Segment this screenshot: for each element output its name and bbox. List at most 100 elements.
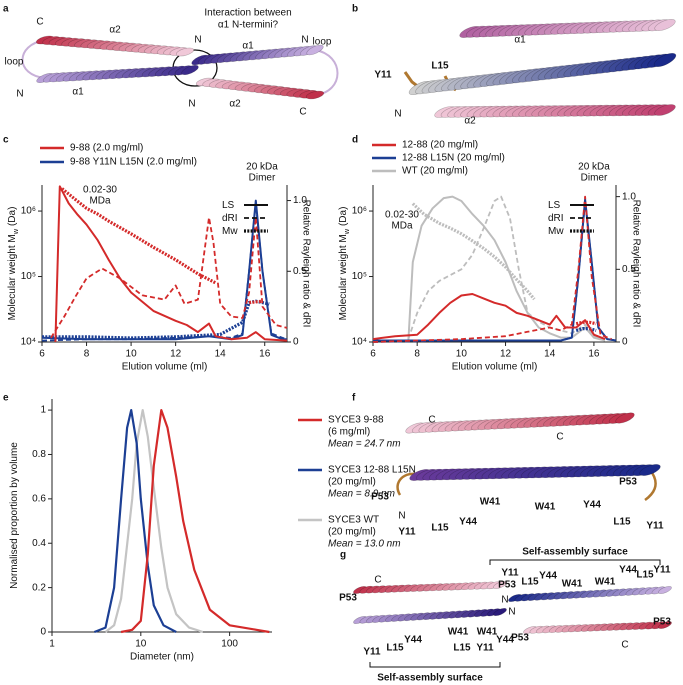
x-axis-label: Elution volume (ml) <box>452 362 538 373</box>
panel-letter: d <box>352 135 358 146</box>
legend-label: SYCE3 9-88 <box>328 415 384 426</box>
y2-tick-label: 0 <box>293 337 299 348</box>
structure-label: α1 N-termini? <box>218 20 279 31</box>
annotation: 0.02-30 <box>83 185 117 196</box>
structure-label: L15 <box>386 643 404 654</box>
x-tick-label: 10 <box>135 639 147 650</box>
structure-label: N <box>508 607 515 618</box>
panel-letter: f <box>352 393 356 404</box>
helix-turn <box>654 19 676 31</box>
structure-label: Y44 <box>496 635 514 646</box>
style-legend-label-part: w <box>229 226 238 237</box>
structure-label: Y44 <box>459 517 477 528</box>
legend-label: 9-88 Y11N L15N (2.0 mg/ml) <box>70 157 197 168</box>
style-legend-label: dRI <box>222 213 238 224</box>
y2-tick-label: 1.0 <box>622 191 636 202</box>
y-tick-label: 10⁵ <box>352 271 367 282</box>
y-tick-label: 0.4 <box>32 538 46 549</box>
style-legend-label: LS <box>548 200 561 211</box>
data-line <box>575 327 597 333</box>
structure-label: C <box>36 17 43 28</box>
legend-label: WT (20 mg/ml) <box>402 166 468 177</box>
y2-axis-label: Relative Rayleigh ratio & dRI <box>630 200 641 328</box>
structure-label: P53 <box>371 492 389 503</box>
structure-label: N <box>16 89 23 100</box>
data-line <box>120 409 270 634</box>
x-tick-label: 16 <box>259 349 271 360</box>
structure-label: W41 <box>535 502 556 513</box>
x-tick-label: 6 <box>370 349 376 360</box>
annotation: MDa <box>391 221 413 232</box>
y-axis-label-part: (Da) <box>7 207 18 229</box>
structure-label: Y44 <box>583 500 601 511</box>
x-tick-label: 14 <box>544 349 556 360</box>
y-tick-label: 1 <box>40 405 46 416</box>
structure-label: α2 <box>109 25 121 36</box>
y-tick-label: 10⁶ <box>21 206 36 217</box>
y2-tick-label: 0 <box>622 337 628 348</box>
data-line <box>50 216 288 339</box>
annotation: Dimer <box>581 173 608 184</box>
structure-label: Y11 <box>646 521 664 532</box>
structure-label: α2 <box>464 116 476 127</box>
x-tick-label: 1 <box>49 639 55 650</box>
x-tick-label: 14 <box>215 349 227 360</box>
structure-label: L15 <box>431 523 449 534</box>
y-tick-label: 10⁶ <box>352 206 367 217</box>
structure-label: P53 <box>511 633 529 644</box>
structure-label: L15 <box>613 517 631 528</box>
x-tick-label: 10 <box>126 349 138 360</box>
style-legend-label-part: LS <box>548 200 561 211</box>
structure-label: loop <box>313 37 332 48</box>
style-legend-label-part: M <box>548 226 556 237</box>
structure-label: N <box>194 35 201 46</box>
structure-label: W41 <box>448 627 469 638</box>
y-axis-label-part: Normalised proportion by volume <box>9 442 20 589</box>
annotation: 20 kDa <box>578 162 610 173</box>
bracket <box>369 662 501 668</box>
structure-label: W41 <box>480 497 501 508</box>
y-axis-label: Molecular weight Mw (Da) <box>338 207 352 321</box>
annotation: MDa <box>89 196 111 207</box>
structure-label: C <box>374 575 381 586</box>
legend-label: SYCE3 12-88 L15N <box>328 465 416 476</box>
y-tick-label: 10⁴ <box>352 337 367 348</box>
structure-label: Y11 <box>501 568 519 579</box>
structure-label: Y44 <box>619 565 637 576</box>
legend-label: (20 mg/ml) <box>328 477 376 488</box>
style-legend-label-part: dRI <box>222 213 238 224</box>
y2-tick-label: 0.5 <box>622 264 636 275</box>
panel-letter: g <box>340 550 346 561</box>
structure-label: W41 <box>595 577 616 588</box>
structure-label: L15 <box>453 643 471 654</box>
annotation: 0.02-30 <box>385 210 419 221</box>
y2-axis-label: Relative Rayleigh ratio & dRI <box>300 200 311 328</box>
structure-label: P53 <box>498 580 516 591</box>
structure-label: P53 <box>619 477 637 488</box>
helix-turn <box>654 104 676 116</box>
structure-label: N <box>398 511 405 522</box>
structure-label: α2 <box>229 99 241 110</box>
legend-label: (20 mg/ml) <box>328 527 376 538</box>
data-line <box>411 202 536 301</box>
legend-label: (6 mg/ml) <box>328 427 370 438</box>
x-tick-label: 8 <box>414 349 420 360</box>
x-tick-label: 16 <box>588 349 600 360</box>
structure-label: Y44 <box>404 635 422 646</box>
legend-label: 9-88 (2.0 mg/ml) <box>70 143 143 154</box>
structure-label: N <box>188 99 195 110</box>
structure-label: Y11 <box>476 643 494 654</box>
structure-label: C <box>556 432 563 443</box>
structure-label: C <box>428 415 435 426</box>
data-line <box>575 320 597 326</box>
y-tick-label: 10⁴ <box>21 337 36 348</box>
style-legend-label: LS <box>222 200 235 211</box>
helix-turn <box>639 464 661 476</box>
legend-mean: Mean = 8.9 nm <box>328 489 395 500</box>
structure-label: Self-assembly surface <box>522 547 628 558</box>
structure-label: Y11 <box>363 647 381 658</box>
style-legend-label: Mw <box>548 226 564 237</box>
y-tick-label: 0.2 <box>32 582 46 593</box>
structure-label: W41 <box>562 579 583 590</box>
